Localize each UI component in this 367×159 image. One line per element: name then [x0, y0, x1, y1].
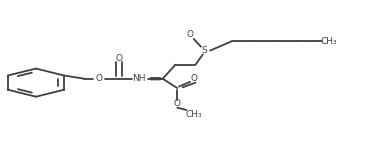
- Text: CH₃: CH₃: [320, 37, 337, 46]
- Text: S: S: [202, 46, 207, 55]
- Text: CH₃: CH₃: [185, 110, 202, 119]
- Text: O: O: [190, 74, 197, 83]
- Text: O: O: [186, 31, 193, 39]
- Text: O: O: [95, 74, 102, 83]
- Text: NH: NH: [132, 74, 146, 83]
- Text: O: O: [116, 54, 123, 63]
- Text: O: O: [174, 99, 181, 108]
